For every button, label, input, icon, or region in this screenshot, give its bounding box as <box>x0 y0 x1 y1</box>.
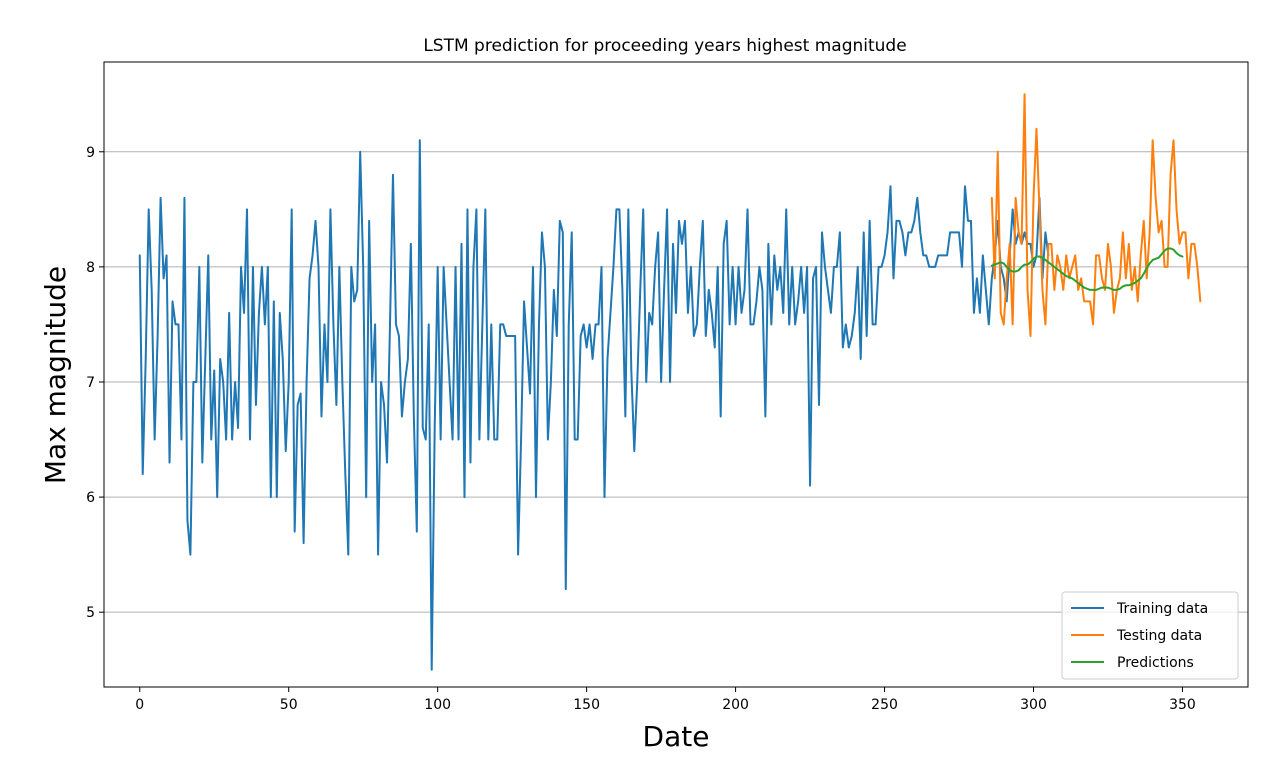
chart-title: LSTM prediction for proceeding years hig… <box>423 36 906 56</box>
legend: Training data Testing data Predictions <box>1061 591 1239 680</box>
legend-label-predictions: Predictions <box>1117 655 1194 671</box>
legend-label-testing: Testing data <box>1116 628 1202 644</box>
series-line-testing <box>990 93 1202 337</box>
x-axis-label: Date <box>643 720 710 753</box>
y-tick-label: 7 <box>86 375 95 391</box>
series-layer <box>138 93 1202 671</box>
y-axis-label: Max magnitude <box>39 266 72 484</box>
x-tick-label: 50 <box>280 697 298 713</box>
y-tick-label: 8 <box>86 260 95 276</box>
series-line-training <box>138 139 1050 671</box>
plot-frame <box>103 61 1249 688</box>
legend-label-training: Training data <box>1116 601 1208 617</box>
y-axis: 5 6 7 8 9 <box>86 145 104 621</box>
x-tick-label: 100 <box>424 697 451 713</box>
x-tick-label: 250 <box>871 697 898 713</box>
series-line-predictions <box>990 247 1184 291</box>
legend-box <box>1061 591 1239 680</box>
x-tick-label: 200 <box>722 697 749 713</box>
x-tick-label: 350 <box>1169 697 1196 713</box>
x-tick-label: 0 <box>135 697 144 713</box>
y-tick-label: 9 <box>86 145 95 161</box>
x-axis: 0 50 100 150 200 250 300 350 <box>135 687 1196 713</box>
x-tick-label: 150 <box>573 697 600 713</box>
x-tick-label: 300 <box>1020 697 1047 713</box>
y-tick-label: 5 <box>86 605 95 621</box>
y-tick-label: 6 <box>86 490 95 506</box>
